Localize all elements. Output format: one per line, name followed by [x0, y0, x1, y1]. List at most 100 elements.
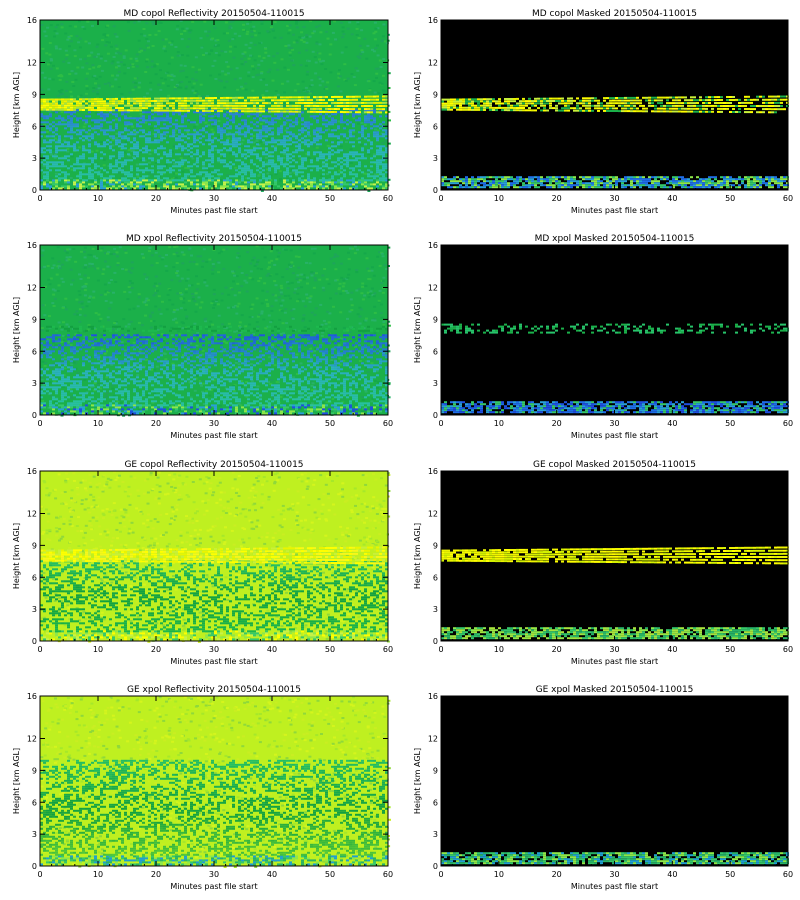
- reflectivity-pixel: [85, 131, 88, 133]
- reflectivity-pixel: [238, 171, 241, 173]
- noise-pixel: [103, 126, 106, 128]
- noise-pixel: [96, 44, 99, 46]
- reflectivity-pixel: [181, 117, 184, 119]
- reflectivity-pixel: [163, 185, 166, 187]
- reflectivity-pixel: [364, 96, 367, 98]
- noise-pixel: [267, 55, 270, 57]
- reflectivity-pixel: [510, 98, 513, 100]
- reflectivity-pixel: [214, 105, 217, 107]
- noise-pixel: [127, 67, 130, 69]
- x-tick-label: 40: [267, 194, 277, 203]
- reflectivity-pixel: [142, 129, 145, 131]
- reflectivity-pixel: [250, 133, 253, 135]
- reflectivity-pixel: [289, 153, 292, 155]
- reflectivity-pixel: [178, 169, 181, 171]
- reflectivity-pixel: [106, 129, 109, 131]
- reflectivity-pixel: [549, 100, 552, 102]
- reflectivity-pixel: [217, 187, 220, 189]
- reflectivity-pixel: [127, 102, 130, 104]
- reflectivity-pixel: [199, 173, 202, 175]
- reflectivity-pixel: [232, 151, 235, 153]
- reflectivity-pixel: [46, 171, 49, 173]
- noise-pixel: [83, 126, 86, 128]
- reflectivity-pixel: [516, 178, 519, 180]
- reflectivity-pixel: [241, 167, 244, 169]
- reflectivity-pixel: [127, 139, 130, 141]
- noise-pixel: [167, 95, 170, 97]
- reflectivity-pixel: [358, 96, 361, 98]
- reflectivity-pixel: [358, 131, 361, 133]
- reflectivity-pixel: [669, 105, 672, 107]
- reflectivity-pixel: [112, 100, 115, 102]
- noise-pixel: [149, 89, 152, 91]
- reflectivity-pixel: [382, 151, 385, 153]
- reflectivity-pixel: [588, 186, 591, 188]
- reflectivity-pixel: [94, 121, 97, 123]
- noise-pixel: [303, 26, 306, 28]
- reflectivity-pixel: [136, 183, 139, 185]
- reflectivity-pixel: [247, 139, 250, 141]
- reflectivity-pixel: [328, 115, 331, 117]
- noise-pixel: [244, 83, 247, 85]
- noise-pixel: [179, 70, 182, 72]
- reflectivity-pixel: [570, 100, 573, 102]
- reflectivity-pixel: [61, 145, 64, 147]
- reflectivity-pixel: [277, 113, 280, 115]
- reflectivity-pixel: [169, 155, 172, 157]
- reflectivity-pixel: [636, 180, 639, 182]
- reflectivity-pixel: [76, 109, 79, 111]
- reflectivity-pixel: [112, 119, 115, 121]
- reflectivity-pixel: [154, 117, 157, 119]
- reflectivity-pixel: [576, 97, 579, 99]
- reflectivity-pixel: [337, 105, 340, 107]
- reflectivity-pixel: [226, 181, 229, 183]
- reflectivity-pixel: [202, 135, 205, 137]
- noise-pixel: [185, 86, 188, 88]
- reflectivity-pixel: [256, 137, 259, 139]
- reflectivity-pixel: [669, 182, 672, 184]
- reflectivity-pixel: [744, 99, 747, 101]
- reflectivity-pixel: [208, 175, 211, 177]
- reflectivity-pixel: [205, 179, 208, 181]
- reflectivity-pixel: [205, 159, 208, 161]
- reflectivity-pixel: [100, 105, 103, 107]
- reflectivity-pixel: [130, 109, 133, 111]
- reflectivity-pixel: [181, 135, 184, 137]
- reflectivity-pixel: [73, 131, 76, 133]
- reflectivity-pixel: [124, 127, 127, 129]
- noise-pixel: [248, 58, 251, 60]
- noise-pixel: [359, 45, 362, 47]
- reflectivity-pixel: [46, 163, 49, 165]
- reflectivity-pixel: [124, 179, 127, 181]
- reflectivity-pixel: [498, 100, 501, 102]
- noise-pixel: [115, 66, 118, 68]
- reflectivity-pixel: [325, 108, 328, 110]
- reflectivity-pixel: [519, 186, 522, 188]
- reflectivity-pixel: [154, 107, 157, 109]
- reflectivity-pixel: [238, 167, 241, 169]
- noise-pixel: [267, 71, 270, 73]
- reflectivity-pixel: [453, 182, 456, 184]
- reflectivity-pixel: [133, 98, 136, 100]
- reflectivity-pixel: [579, 182, 582, 184]
- reflectivity-pixel: [549, 105, 552, 107]
- reflectivity-pixel: [253, 117, 256, 119]
- reflectivity-pixel: [286, 157, 289, 159]
- noise-pixel: [382, 90, 385, 92]
- noise-pixel: [257, 74, 260, 76]
- reflectivity-pixel: [382, 155, 385, 157]
- reflectivity-pixel: [238, 102, 241, 104]
- reflectivity-pixel: [762, 180, 765, 182]
- reflectivity-pixel: [67, 111, 70, 113]
- reflectivity-pixel: [145, 147, 148, 149]
- reflectivity-pixel: [376, 159, 379, 161]
- reflectivity-pixel: [103, 115, 106, 117]
- noise-pixel: [133, 22, 136, 24]
- reflectivity-pixel: [313, 96, 316, 98]
- noise-pixel: [262, 147, 265, 149]
- reflectivity-pixel: [91, 103, 94, 105]
- reflectivity-pixel: [298, 171, 301, 173]
- reflectivity-pixel: [286, 143, 289, 145]
- reflectivity-pixel: [103, 100, 106, 102]
- reflectivity-pixel: [301, 127, 304, 129]
